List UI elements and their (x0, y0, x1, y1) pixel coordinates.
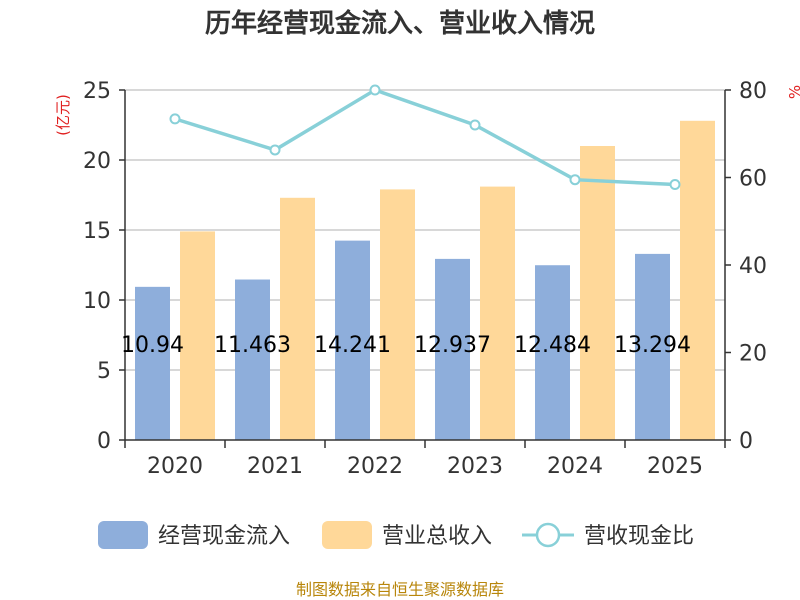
gridlines (125, 89, 725, 371)
left-tick-label: 0 (97, 429, 111, 454)
right-tick-label: 20 (739, 342, 767, 367)
left-tick-label: 25 (83, 79, 111, 104)
ratio-point (369, 84, 381, 96)
left-axis-unit: (亿元) (54, 94, 72, 136)
data-label: 11.463 (214, 333, 291, 358)
left-tick-label: 5 (97, 359, 111, 384)
legend-label-ratio: 营收现金比 (584, 524, 694, 549)
x-tick-label: 2024 (547, 454, 603, 479)
ratio-line-path (174, 88, 676, 187)
right-tick-label: 80 (739, 79, 767, 104)
bar-cash-inflow (235, 279, 270, 440)
bar-revenue (180, 231, 215, 440)
right-tick-label: 0 (739, 429, 753, 454)
bars (135, 120, 715, 441)
ratio-line (169, 84, 681, 190)
data-label: 12.484 (514, 333, 591, 358)
data-labels: 10.94 11.463 14.241 12.937 12.484 13.294 (121, 333, 691, 358)
bar-cash-inflow (435, 258, 470, 440)
left-tick-label: 20 (83, 149, 111, 174)
ratio-point (169, 113, 181, 125)
bar-revenue (580, 146, 615, 440)
data-label: 10.94 (121, 333, 184, 358)
bar-cash-inflow (535, 265, 570, 440)
x-tick-label: 2020 (147, 454, 203, 479)
bar-revenue (380, 189, 415, 440)
ratio-point (269, 144, 281, 156)
x-tick-label: 2023 (447, 454, 503, 479)
right-tick-label: 40 (739, 254, 767, 279)
bar-revenue (680, 120, 715, 441)
left-tick-label: 15 (83, 219, 111, 244)
left-tick-label: 10 (83, 289, 111, 314)
bar-cash-inflow (135, 286, 170, 440)
legend-label-cash-inflow: 经营现金流入 (158, 524, 290, 549)
bar-cash-inflow (335, 240, 370, 440)
legend-swatch-cash-inflow (98, 521, 148, 549)
right-tick-label: 60 (739, 167, 767, 192)
ratio-point (569, 174, 581, 186)
ratio-point (669, 179, 681, 190)
x-tick-label: 2021 (247, 454, 303, 479)
bar-revenue (280, 197, 315, 440)
bar-revenue (480, 186, 515, 440)
x-tick-label: 2022 (347, 454, 403, 479)
bar-cash-inflow (635, 253, 670, 440)
source-note: 制图数据来自恒生聚源数据库 (296, 580, 504, 599)
legend-swatch-ratio-marker (535, 522, 561, 548)
legend: 经营现金流入 营业总收入 营收现金比 (98, 521, 694, 549)
data-label: 14.241 (314, 333, 391, 358)
chart-title: 历年经营现金流入、营业收入情况 (205, 8, 595, 39)
data-label: 13.294 (614, 333, 691, 358)
x-tick-label: 2025 (647, 454, 703, 479)
legend-swatch-revenue (322, 521, 372, 549)
right-axis-unit: % (786, 85, 800, 99)
legend-label-revenue: 营业总收入 (382, 524, 492, 549)
data-label: 12.937 (414, 333, 491, 358)
ratio-point (469, 119, 481, 131)
